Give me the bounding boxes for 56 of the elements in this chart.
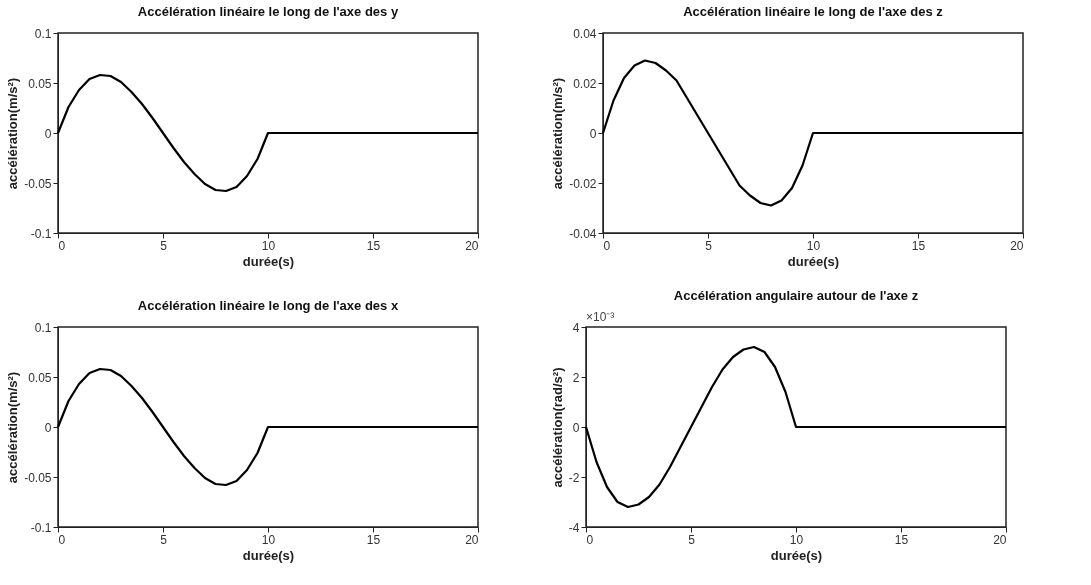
y-axis-title: accélération(m/s²) [550, 77, 566, 190]
y-tick-label: -4 [568, 520, 580, 535]
text: ×10⁻³ [586, 310, 615, 324]
y-axis-title: accélération(m/s²) [5, 371, 21, 484]
x-axis-title: durée(s) [242, 547, 295, 563]
y-tick-label: 0.05 [28, 370, 52, 385]
chart-title: Accélération angulaire autour de l'axe z [673, 288, 919, 303]
x-tick-label: 10 [789, 532, 804, 547]
x-tick-label: 15 [894, 532, 909, 547]
x-tick-label: 5 [705, 238, 713, 253]
line-series [56, 367, 480, 487]
y-tick-label: -0.04 [569, 226, 597, 241]
x-tick-label: 15 [366, 532, 381, 547]
x-tick-label: 10 [806, 238, 821, 253]
x-tick-label: 5 [160, 238, 168, 253]
y-tick-label: 2 [572, 370, 580, 385]
y-tick-label: 0.02 [573, 76, 597, 91]
y-tick-label: 0 [589, 126, 597, 141]
x-tick-label: 20 [1010, 238, 1024, 253]
y-tick-label: -0.1 [30, 520, 52, 535]
y-tick-label: 0.04 [573, 26, 597, 41]
x-tick-label: 20 [465, 238, 479, 253]
y-tick-label: -0.02 [569, 176, 597, 191]
x-axis-title: durée(s) [787, 253, 840, 269]
x-tick-label: 20 [993, 532, 1007, 547]
line-series [56, 73, 480, 193]
y-tick-label: -2 [568, 470, 580, 485]
y-tick-label: -0.1 [30, 226, 52, 241]
y-tick-label: -0.05 [24, 176, 52, 191]
x-tick-label: 15 [366, 238, 381, 253]
x-tick-label: 20 [465, 532, 479, 547]
x-axis-title: durée(s) [770, 547, 823, 563]
y-tick-label: 0 [572, 420, 580, 435]
x-tick-label: 0 [58, 532, 66, 547]
line-series [584, 345, 1008, 509]
y-tick-label: -0.05 [24, 470, 52, 485]
chart-title: Accélération linéaire le long de l'axe des y [137, 4, 399, 19]
line-series [601, 59, 1025, 207]
y-tick-label: 0.1 [34, 320, 52, 335]
x-axis-title: durée(s) [242, 253, 295, 269]
y-axis-title: accélération(rad/s²) [549, 367, 565, 488]
x-tick-label: 10 [261, 238, 276, 253]
x-tick-label: 10 [261, 532, 276, 547]
y-tick-label: 0 [44, 420, 52, 435]
y-tick-label: 0.05 [28, 76, 52, 91]
chart-title: Accélération linéaire le long de l'axe des x [137, 298, 399, 313]
x-tick-label: 5 [160, 532, 168, 547]
y-tick-label: 4 [572, 320, 580, 335]
y-tick-label: 0 [44, 126, 52, 141]
x-tick-label: 0 [58, 238, 66, 253]
x-tick-label: 5 [688, 532, 696, 547]
y-axis-title: accélération(m/s²) [5, 77, 21, 190]
chart-title: Accélération linéaire le long de l'axe des z [683, 4, 944, 19]
x-tick-label: 15 [911, 238, 926, 253]
y-tick-label: 0.1 [34, 26, 52, 41]
x-tick-label: 0 [603, 238, 611, 253]
